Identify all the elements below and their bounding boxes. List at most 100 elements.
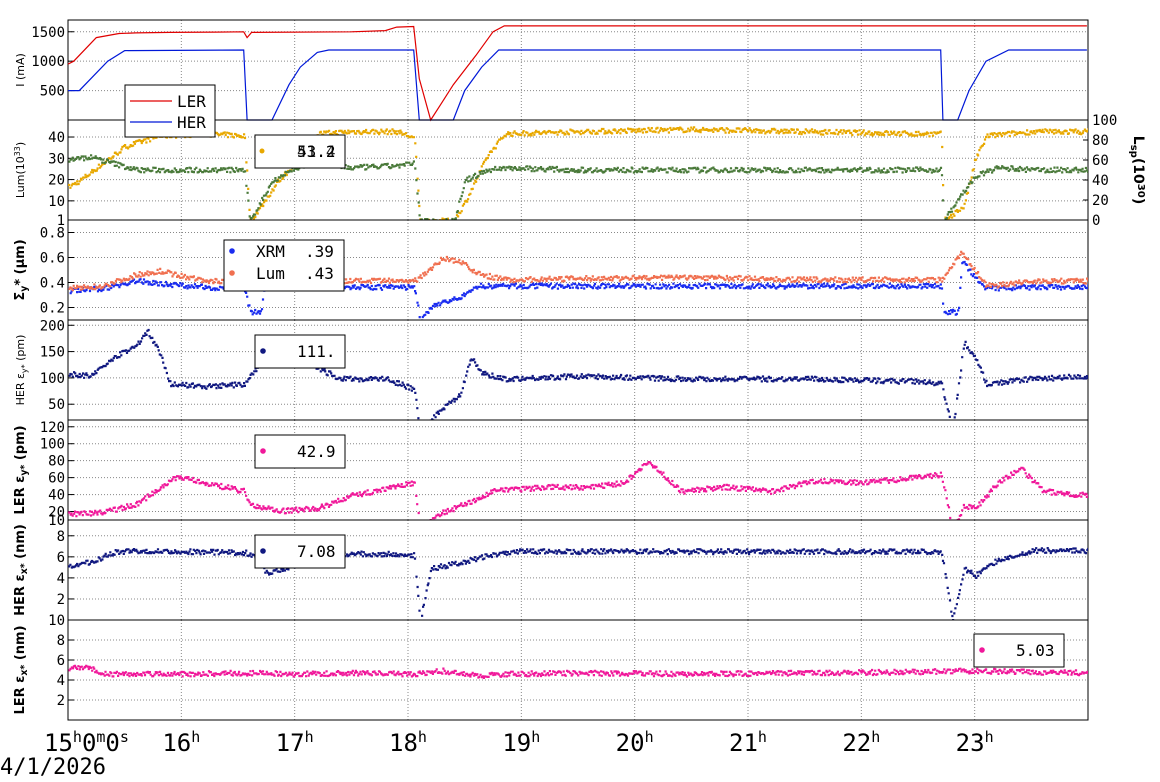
y-axis-label: LER εy* (pm) (13, 425, 30, 514)
y-axis-label: I (mA) (14, 53, 27, 87)
series-points-0 (68, 260, 1088, 320)
y-tick-label: 0.6 (40, 251, 65, 267)
y-axis-label: HER εx* (nm) (13, 524, 30, 616)
hour-label-22: 22h (842, 728, 880, 757)
y2-tick-label: 40 (1092, 173, 1109, 189)
her-ex-legend-value: 7.08 (297, 542, 336, 561)
lum-legend-value-0: 53.2 (297, 142, 336, 161)
lum-legend-box (254, 134, 346, 169)
series-line-her (68, 49, 1087, 121)
legend-dot-xrm (229, 248, 235, 254)
scatter-points (68, 126, 1088, 220)
y-tick-label: 1000 (31, 54, 65, 70)
date-label: 4/1/2026 (0, 755, 106, 780)
y-axis-label: HER εy* (pm) (14, 335, 29, 406)
hour-label-19: 19h (502, 728, 540, 757)
series-points-1 (68, 154, 1088, 220)
series-points-0 (68, 126, 1088, 220)
y-tick-label: 20 (48, 505, 65, 521)
y-tick-label: 1 (57, 213, 65, 229)
hour-label-16: 16h (162, 728, 200, 757)
y-tick-label: 8 (57, 633, 65, 649)
y2-tick-label: 20 (1092, 193, 1109, 209)
y-tick-label: 40 (48, 130, 65, 146)
legends: LER HER 53.241.4 XRM .39 Lum .43 111. 42.9 7.08 5.… (124, 84, 1065, 668)
her-ey-legend-value: 111. (297, 342, 336, 361)
y-tick-label: 100 (40, 437, 65, 453)
legend-dot (979, 647, 985, 653)
y2-axis-label: Lsp(1030) (1128, 136, 1146, 204)
scatter-points (68, 664, 1088, 679)
hour-label-21: 21h (729, 728, 767, 757)
y-tick-label: 8 (57, 529, 65, 545)
ler-ex-legend-value: 5.03 (1016, 641, 1055, 660)
legend-label-xrm: XRM (256, 242, 285, 261)
panel-frame (67, 319, 1089, 421)
ler-ex-legend-box (973, 633, 1065, 668)
y2-tick-label: 80 (1092, 133, 1109, 149)
series-points-0 (68, 664, 1088, 679)
y-tick-label: 20 (48, 173, 65, 189)
series-points-0 (68, 547, 1088, 620)
panel-frame (67, 19, 1089, 121)
y-tick-label: 4 (57, 673, 65, 689)
legend-dot-lum (229, 270, 235, 276)
y-tick-label: 0.8 (40, 226, 65, 242)
ler-ey-legend-value: 42.9 (297, 442, 336, 461)
y2-tick-label: 60 (1092, 153, 1109, 169)
y-tick-label: 80 (48, 454, 65, 470)
legend-label-lum: Lum (256, 264, 285, 283)
legend-label-ler: LER (177, 92, 206, 111)
hour-label-23: 23h (956, 728, 994, 757)
y-tick-label: 2 (57, 592, 65, 608)
panel-frame (67, 519, 1089, 621)
y-tick-label: 30 (48, 151, 65, 167)
y-tick-label: 500 (40, 84, 65, 100)
panel-6: 2 4 6 8 HER εx* (nm) (13, 519, 1089, 621)
hour-label-17: 17h (276, 728, 314, 757)
size-legend-box (223, 239, 345, 292)
y2-tick-label: 0 (1092, 213, 1100, 229)
scatter-points (68, 328, 1088, 420)
y-tick-label: 4 (57, 571, 65, 587)
panel-2: 1 10 20 30 40 Lum(1033) 0 20 40 60 80 100 Lsp(1030) (13, 113, 1146, 229)
legend-label-her: HER (177, 113, 206, 132)
y-tick-label: 1500 (31, 25, 65, 41)
y-tick-label: 10 (48, 513, 65, 529)
y-tick-label: 0.2 (40, 301, 65, 317)
legend-value-lum: .43 (305, 264, 334, 283)
panel-7: 2 4 6 8 10 LER εx* (nm) (13, 613, 1089, 721)
her-ex-legend-box (254, 534, 346, 569)
scatter-points (68, 547, 1088, 620)
panel-frame (67, 619, 1089, 721)
time-axis: 15h0m0s 16h 17h 18h 19h 20h 21h 22h 23h (44, 728, 994, 757)
y-tick-label: 150 (40, 345, 65, 361)
current-legend-box (124, 84, 216, 138)
y-tick-label: 10 (48, 613, 65, 629)
series-line-ler (67, 25, 1087, 122)
y-tick-label: 6 (57, 653, 65, 669)
y-axis-label: LER εx* (nm) (13, 625, 30, 714)
legend-dot (260, 448, 266, 454)
y-tick-label: 200 (40, 318, 65, 334)
y-tick-label: 10 (48, 194, 65, 210)
panel-4: 50 100 150 200 HER εy* (pm) (14, 318, 1089, 421)
her-ey-legend-box (254, 334, 346, 369)
y-tick-label: 40 (48, 488, 65, 504)
series-points-0 (68, 328, 1088, 420)
ler-ey-legend-box (254, 434, 346, 469)
y-tick-label: 120 (40, 420, 65, 436)
y-tick-label: 60 (48, 471, 65, 487)
scatter-points (68, 250, 1088, 320)
hour-label-20: 20h (616, 728, 654, 757)
y2-tick-label: 100 (1092, 113, 1117, 129)
legend-dot (259, 148, 265, 154)
time-axis-start-label: 15h0m0s (44, 728, 129, 757)
y-tick-label: 2 (57, 693, 65, 709)
y-tick-label: 100 (40, 371, 65, 387)
legend-value-xrm: .39 (305, 242, 334, 261)
y-tick-label: 6 (57, 550, 65, 566)
panel-frame (67, 219, 1089, 321)
